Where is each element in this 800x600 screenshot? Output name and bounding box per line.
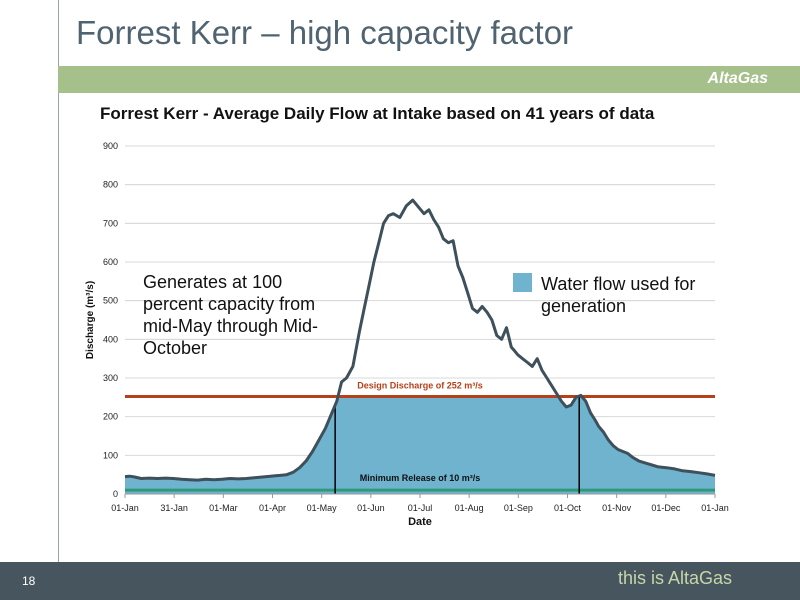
y-tick-label: 900 [103, 141, 118, 151]
area-above-design [337, 200, 582, 397]
footer-bar: 18 this is AltaGas [0, 562, 800, 600]
footer-tagline: this is AltaGas [617, 568, 732, 588]
y-tick-label: 200 [103, 412, 118, 422]
flow-chart: Design Discharge of 252 m³/s Minimum Rele… [85, 141, 729, 528]
x-tick-label: 01-Aug [455, 503, 484, 513]
y-tick-label: 0 [113, 489, 118, 499]
x-tick-label: 01-Dec [651, 503, 681, 513]
x-tick-label: 01-Jul [408, 503, 433, 513]
y-tick-label: 100 [103, 450, 118, 460]
flow-line [124, 198, 716, 482]
y-tick-label: 700 [103, 218, 118, 228]
line-layer [124, 198, 716, 482]
y-tick-label: 600 [103, 257, 118, 267]
y-tick-label: 800 [103, 180, 118, 190]
text-layer: Generates at 100 percent capacity from mid… [143, 272, 695, 358]
legend-label: Water flow used for generation [541, 274, 695, 316]
design-discharge-label: Design Discharge of 252 m³/s [357, 381, 483, 391]
x-tick-label: 31-Jan [160, 503, 188, 513]
x-tick-label: 01-Apr [259, 503, 286, 513]
x-tick-label: 01-Jan [111, 503, 139, 513]
y-tick-label: 400 [103, 334, 118, 344]
brand-logo-text: AltaGas [707, 70, 768, 87]
x-tick-label: 01-Jan [701, 503, 729, 513]
legend-swatch [513, 273, 532, 292]
x-axis-title: Date [408, 516, 432, 528]
x-tick-label: 01-Jun [357, 503, 385, 513]
axis-layer: 0 100 200 300 400 500 600 700 800 900 01-Jan 31-Jan… [85, 141, 729, 528]
y-axis-title: Discharge (m³/s) [85, 281, 96, 359]
minimum-release-label: Minimum Release of 10 m³/s [360, 473, 481, 483]
brand-bar: AltaGas [58, 66, 800, 93]
slide-title: Forrest Kerr – high capacity factor [76, 14, 574, 51]
x-tick-label: 01-Sep [504, 503, 533, 513]
x-tick-label: 01-Oct [554, 503, 582, 513]
chart-title: Forrest Kerr - Average Daily Flow at Int… [100, 104, 655, 123]
x-tick-label: 01-May [307, 503, 338, 513]
area-layer [125, 145, 715, 494]
y-tick-label: 500 [103, 296, 118, 306]
capacity-annotation: Generates at 100 percent capacity from mid… [143, 272, 318, 358]
reference-lines: Design Discharge of 252 m³/s Minimum Rele… [125, 381, 715, 494]
x-tick-label: 01-Mar [209, 503, 238, 513]
page-number: 18 [22, 574, 36, 588]
y-tick-label: 300 [103, 373, 118, 383]
left-rule [58, 0, 59, 562]
x-tick-label: 01-Nov [602, 503, 632, 513]
